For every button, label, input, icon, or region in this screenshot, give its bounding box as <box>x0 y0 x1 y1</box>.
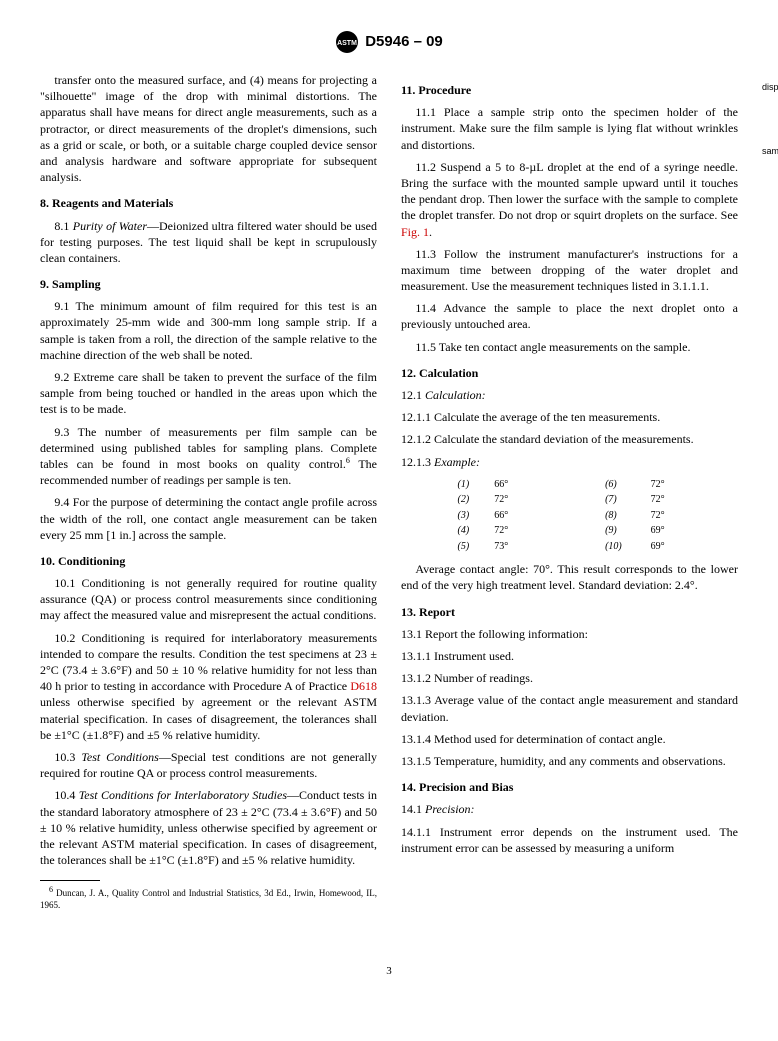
example-tbody: (1)66°(6)72°(2)72°(7)72° (3)66°(8)72°(4)7… <box>454 478 686 554</box>
footnote-rule <box>40 880 100 881</box>
designation: D5946 – 09 <box>365 33 443 50</box>
p131: 13.1 Report the following information: <box>401 626 738 642</box>
fig-caption: FIG. 1 Water Droplet Transfer Technique <box>762 198 778 212</box>
figure-1-svg: dispenser needle water sample surface a.… <box>762 72 778 192</box>
p103: 10.3 Test Conditions—Special test condit… <box>40 749 377 781</box>
s8-title: 8. Reagents and Materials <box>40 195 377 211</box>
p91: 9.1 The minimum amount of film required … <box>40 298 377 363</box>
svg-text:ASTM: ASTM <box>337 40 357 47</box>
p1212: 12.1.2 Calculate the standard deviation … <box>401 431 738 447</box>
p81: 8.1 Purity of Water—Deionized ultra filt… <box>40 218 377 267</box>
p1312: 13.1.2 Number of readings. <box>401 670 738 686</box>
d618-link[interactable]: D618 <box>350 679 377 693</box>
table-row: (1)66°(6)72° <box>454 478 686 492</box>
doc-header: ASTM D5946 – 09 <box>40 30 738 54</box>
intro-para: transfer onto the measured surface, and … <box>40 72 377 185</box>
p115: 11.5 Take ten contact angle measurements… <box>401 339 738 355</box>
p1213: 12.1.3 Example: <box>401 454 738 470</box>
table-row: (5)73°(10)69° <box>454 540 686 554</box>
lbl-needle: dispenser needle <box>762 82 778 92</box>
p113: 11.3 Follow the instrument manufacturer'… <box>401 246 738 295</box>
two-column-body: transfer onto the measured surface, and … <box>40 72 738 952</box>
p1315: 13.1.5 Temperature, humidity, and any co… <box>401 753 738 769</box>
p92: 9.2 Extreme care shall be taken to preve… <box>40 369 377 418</box>
p101: 10.1 Conditioning is not generally requi… <box>40 575 377 624</box>
table-row: (2)72°(7)72° <box>454 493 686 507</box>
p141: 14.1 Precision: <box>401 801 738 817</box>
s14-title: 14. Precision and Bias <box>401 779 738 795</box>
p112: 11.2 Suspend a 5 to 8-µL droplet at the … <box>401 159 738 240</box>
astm-logo-icon: ASTM <box>335 30 359 54</box>
p121: 12.1 Calculation: <box>401 387 738 403</box>
figure-1: dispenser needle water sample surface a.… <box>762 72 778 212</box>
p1313: 13.1.3 Average value of the contact angl… <box>401 692 738 724</box>
table-row: (4)72°(9)69° <box>454 524 686 538</box>
p111: 11.1 Place a sample strip onto the speci… <box>401 104 738 153</box>
page-number: 3 <box>40 964 738 979</box>
p1211: 12.1.1 Calculate the average of the ten … <box>401 409 738 425</box>
s10-title: 10. Conditioning <box>40 553 377 569</box>
p93: 9.3 The number of measurements per film … <box>40 424 377 489</box>
example-table: (1)66°(6)72°(2)72°(7)72° (3)66°(8)72°(4)7… <box>452 476 688 556</box>
p1411: 14.1.1 Instrument error depends on the i… <box>401 824 738 856</box>
p102: 10.2 Conditioning is required for interl… <box>40 630 377 743</box>
fig1-link[interactable]: Fig. 1 <box>401 225 429 239</box>
avg-para: Average contact angle: 70°. This result … <box>401 561 738 593</box>
s9-title: 9. Sampling <box>40 276 377 292</box>
table-row: (3)66°(8)72° <box>454 509 686 523</box>
lbl-surface: sample surface <box>762 146 778 156</box>
footnote-6: 6 Duncan, J. A., Quality Control and Ind… <box>40 885 377 911</box>
p114: 11.4 Advance the sample to place the nex… <box>401 300 738 332</box>
s11-title: 11. Procedure <box>401 82 738 98</box>
s13-title: 13. Report <box>401 604 738 620</box>
p104: 10.4 Test Conditions for Interlaboratory… <box>40 787 377 868</box>
p1311: 13.1.1 Instrument used. <box>401 648 738 664</box>
s12-title: 12. Calculation <box>401 365 738 381</box>
p1314: 13.1.4 Method used for determination of … <box>401 731 738 747</box>
p94: 9.4 For the purpose of determining the c… <box>40 494 377 543</box>
